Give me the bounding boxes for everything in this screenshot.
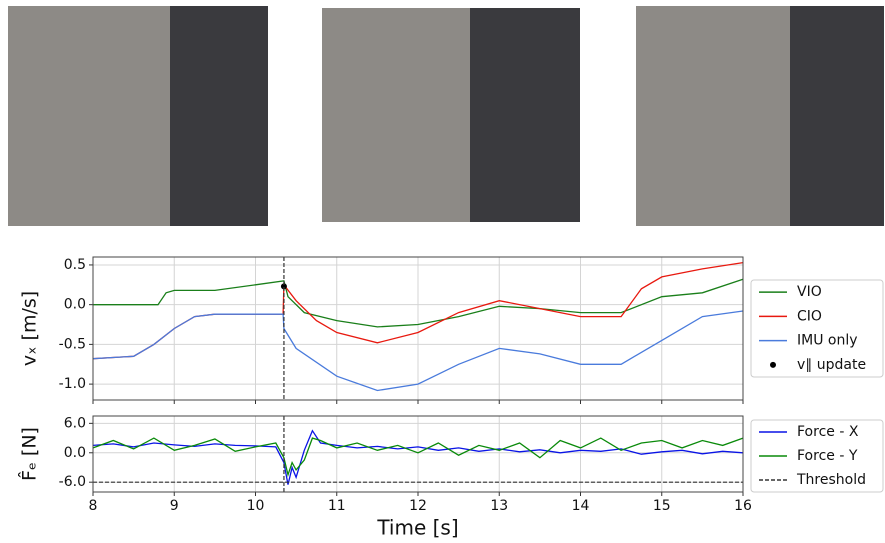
legend-label: Force - Y	[797, 448, 858, 464]
plot-frame	[92, 256, 744, 401]
x-tick-label: 11	[328, 498, 346, 514]
legend-label: Threshold	[796, 472, 866, 488]
legend-label: CIO	[797, 308, 822, 324]
y-tick-label: -0.5	[59, 336, 86, 352]
legend-label: VIO	[797, 284, 822, 300]
update-point	[280, 283, 287, 290]
x-tick-label: 15	[653, 498, 671, 514]
legend-marker	[770, 361, 776, 368]
y-tick-label: 0.5	[64, 257, 86, 273]
legend-label: Force - X	[797, 424, 859, 440]
photo-wall	[790, 6, 884, 226]
photo-wall	[470, 8, 580, 222]
y-tick-label: -6.0	[59, 474, 86, 490]
legend-label: v∥ update	[797, 357, 866, 373]
data-line	[93, 278, 744, 328]
y-tick-label: 0.0	[64, 445, 86, 461]
x-axis-label: Time [s]	[376, 516, 458, 540]
data-line	[92, 310, 744, 392]
x-tick-label: 16	[734, 498, 752, 514]
x-tick-label: 14	[572, 498, 590, 514]
y-tick-label: 0.0	[64, 297, 86, 313]
y-axis-label: F̂ₑ [N]	[18, 427, 40, 481]
data-line	[92, 437, 744, 478]
legend-box	[750, 419, 884, 493]
x-tick-label: 8	[89, 498, 98, 514]
legend-box	[750, 279, 884, 378]
y-tick-label: -1.0	[59, 376, 86, 392]
photo-wall	[170, 6, 268, 226]
legend-label: IMU only	[797, 333, 858, 349]
plot-frame	[92, 415, 744, 493]
x-tick-label: 9	[170, 498, 179, 514]
y-axis-label: vₓ [m/s]	[19, 291, 41, 366]
x-tick-label: 12	[409, 498, 427, 514]
x-tick-label: 10	[247, 498, 265, 514]
y-tick-label: 6.0	[64, 415, 86, 431]
x-tick-label: 13	[490, 498, 508, 514]
